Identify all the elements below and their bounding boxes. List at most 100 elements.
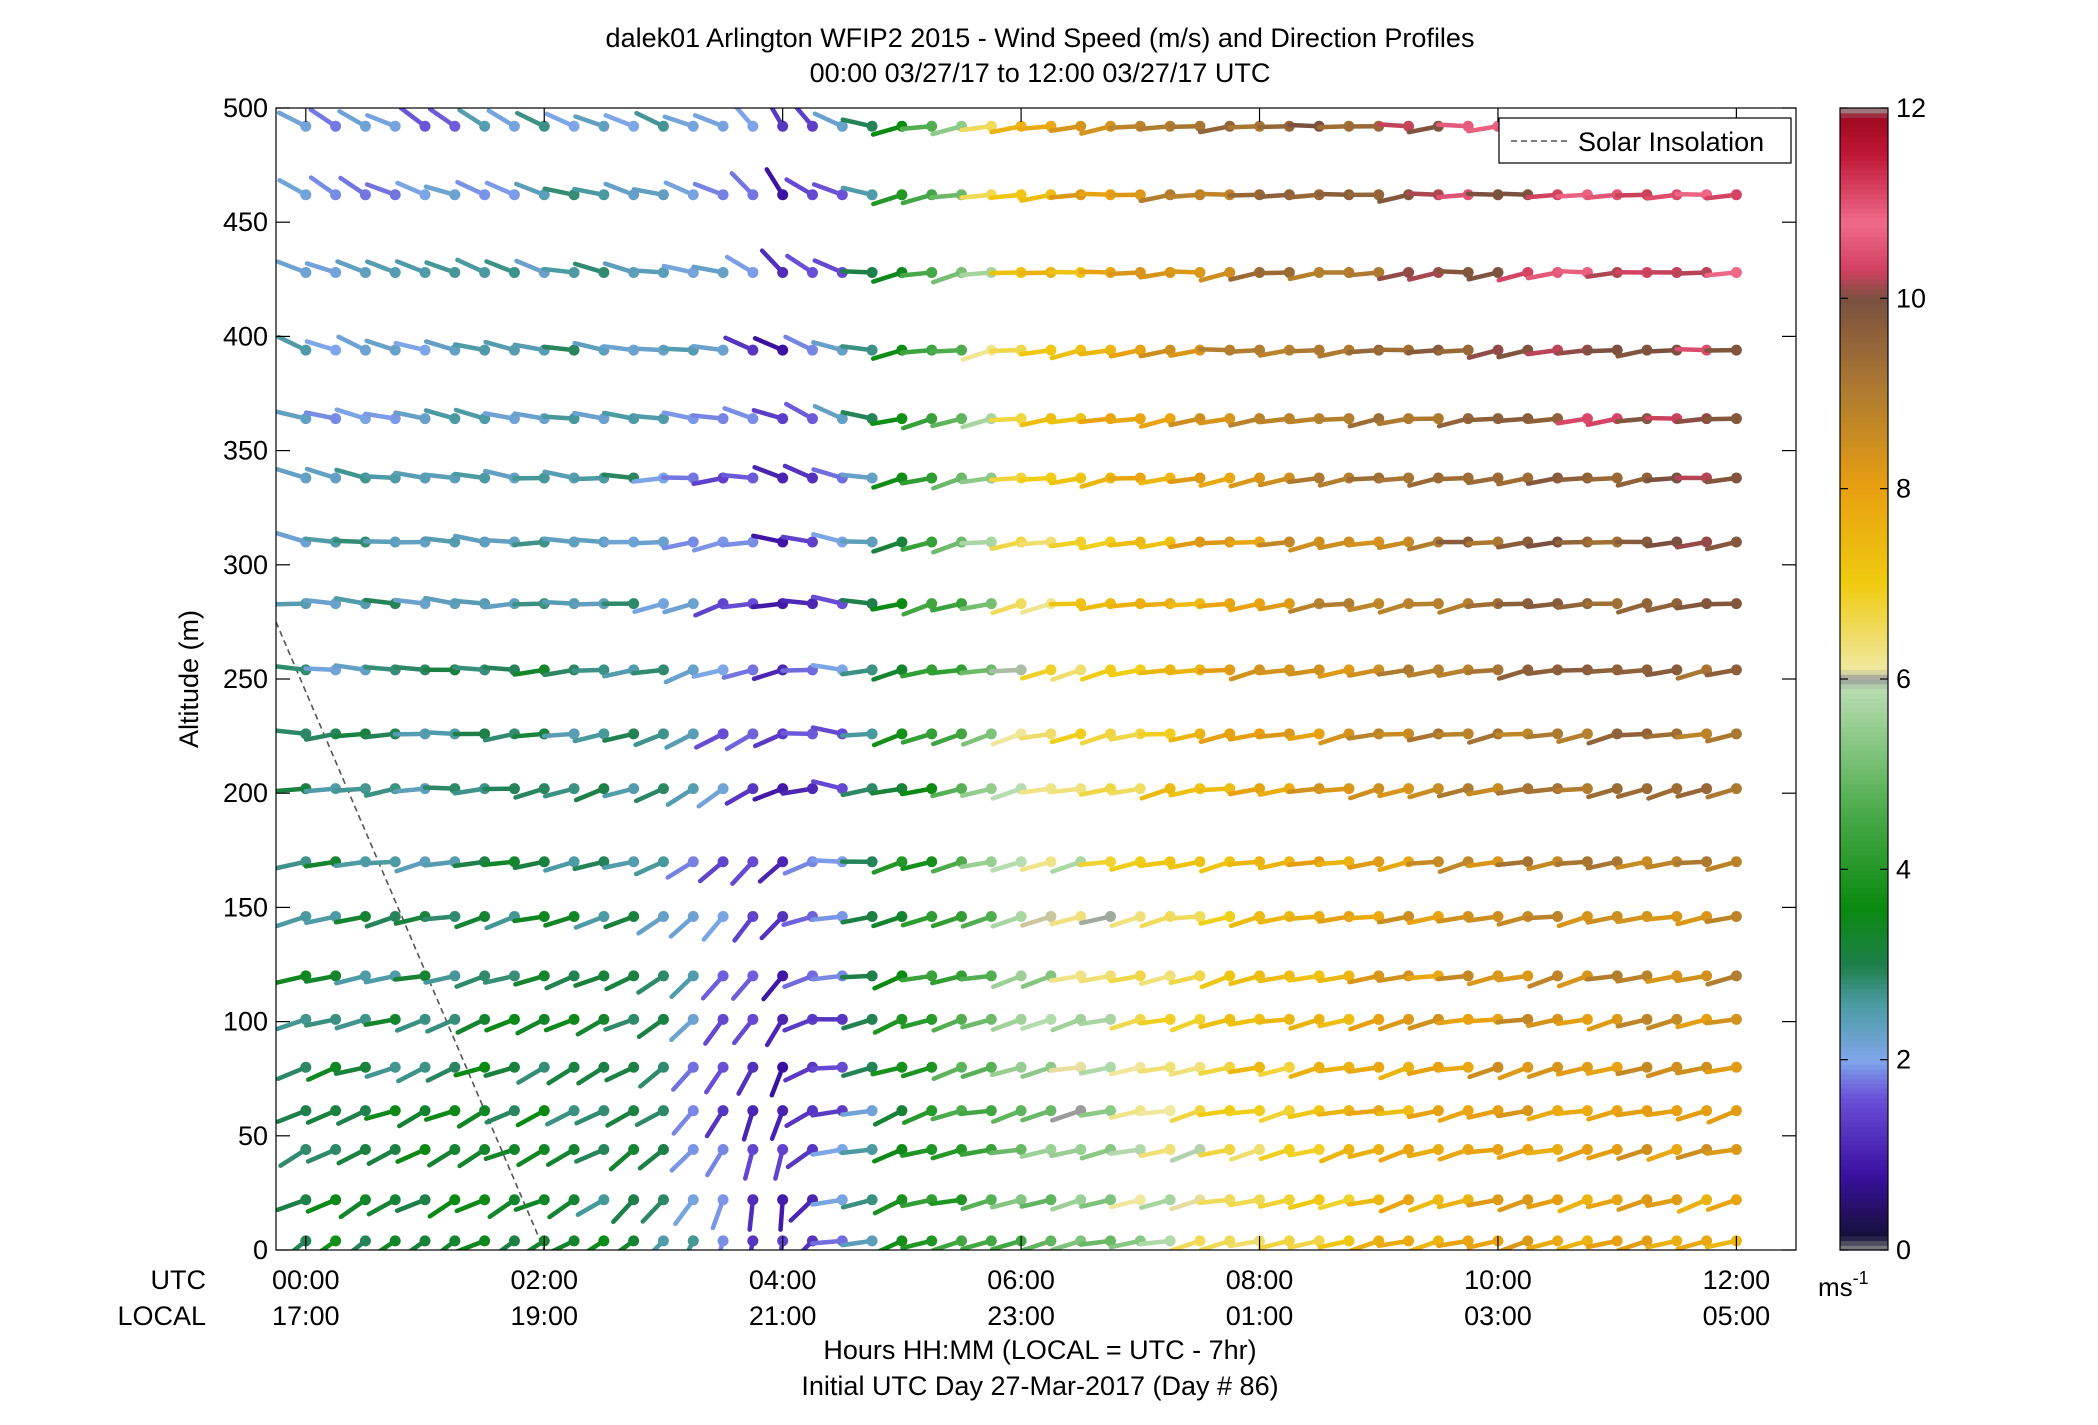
wind-barb-point bbox=[598, 970, 610, 982]
colorbar-tick-label: 0 bbox=[1896, 1235, 1911, 1265]
wind-barb-point bbox=[1254, 1144, 1266, 1156]
colorbar-band bbox=[1840, 1073, 1888, 1080]
wind-barb-point bbox=[1552, 1235, 1564, 1247]
wind-barb-point bbox=[926, 1105, 938, 1117]
wind-barb-point bbox=[926, 1013, 938, 1025]
wind-barb-point bbox=[538, 120, 550, 132]
wind-barb-point bbox=[1134, 911, 1146, 923]
wind-barb-point bbox=[777, 856, 789, 868]
colorbar-band bbox=[1840, 545, 1888, 552]
wind-barb-point bbox=[657, 1061, 669, 1073]
wind-barb-point bbox=[1313, 664, 1325, 676]
colorbar-band bbox=[1840, 1235, 1888, 1242]
wind-barb-point bbox=[1701, 856, 1713, 868]
wind-barb-point bbox=[568, 1235, 580, 1247]
colorbar-band bbox=[1840, 997, 1888, 1004]
colorbar-band bbox=[1840, 926, 1888, 932]
wind-barb-point bbox=[1671, 1105, 1683, 1117]
wind-barb-point bbox=[1581, 1144, 1593, 1156]
colorbar-band bbox=[1840, 993, 1888, 999]
colorbar-band bbox=[1840, 664, 1888, 671]
colorbar-band bbox=[1840, 231, 1888, 238]
wind-barb-point bbox=[1254, 472, 1266, 484]
wind-barb-point bbox=[1254, 911, 1266, 923]
wind-barb-point bbox=[836, 911, 848, 923]
wind-barb-point bbox=[1730, 664, 1742, 676]
colorbar-band bbox=[1840, 679, 1888, 685]
wind-barb-point bbox=[657, 728, 669, 740]
wind-barb-point bbox=[926, 970, 938, 982]
wind-barb-point bbox=[449, 344, 461, 356]
x-tick-label-local: 21:00 bbox=[749, 1301, 817, 1331]
wind-barb-point bbox=[1105, 1105, 1117, 1117]
wind-barb-point bbox=[628, 1061, 640, 1073]
wind-barb-point bbox=[330, 1235, 342, 1247]
x-axis-row-label-local: LOCAL bbox=[117, 1301, 206, 1331]
wind-barb-point bbox=[806, 266, 818, 278]
colorbar-band bbox=[1840, 688, 1888, 694]
wind-barb-point bbox=[1492, 911, 1504, 923]
legend: Solar Insolation bbox=[1498, 117, 1792, 164]
wind-barb-point bbox=[687, 120, 699, 132]
wind-barb-point bbox=[508, 1013, 520, 1025]
wind-barb-point bbox=[777, 970, 789, 982]
wind-barb-point bbox=[568, 728, 580, 740]
wind-barb-point bbox=[479, 189, 491, 201]
wind-barb-point bbox=[896, 1235, 908, 1247]
colorbar-band bbox=[1840, 150, 1888, 157]
wind-barb-point bbox=[449, 911, 461, 923]
wind-barb-point bbox=[806, 536, 818, 548]
colorbar-band bbox=[1840, 112, 1888, 119]
wind-barb-point bbox=[747, 970, 759, 982]
wind-barb-point bbox=[806, 598, 818, 610]
wind-barb-point bbox=[1581, 728, 1593, 740]
chart-subtitle: 00:00 03/27/17 to 12:00 03/27/17 UTC bbox=[810, 58, 1271, 88]
wind-barb-point bbox=[777, 120, 789, 132]
colorbar-band bbox=[1840, 184, 1888, 190]
colorbar-band bbox=[1840, 502, 1888, 509]
wind-barb-point bbox=[955, 911, 967, 923]
wind-barb-point bbox=[687, 1194, 699, 1206]
wind-barb-point bbox=[866, 1194, 878, 1206]
wind-barb-point bbox=[1403, 120, 1415, 132]
colorbar-band bbox=[1840, 888, 1888, 894]
colorbar-band bbox=[1840, 602, 1888, 609]
colorbar-band bbox=[1840, 612, 1888, 618]
colorbar-band bbox=[1840, 517, 1888, 523]
colorbar-band bbox=[1840, 717, 1888, 723]
colorbar-band bbox=[1840, 398, 1888, 404]
colorbar-band bbox=[1840, 108, 1888, 114]
colorbar-band bbox=[1840, 988, 1888, 994]
wind-barb-point bbox=[1641, 856, 1653, 868]
wind-barb-point bbox=[538, 1105, 550, 1117]
colorbar-band bbox=[1840, 1164, 1888, 1170]
wind-barb-point bbox=[568, 189, 580, 201]
colorbar-band bbox=[1840, 574, 1888, 580]
colorbar-band bbox=[1840, 169, 1888, 176]
colorbar-band bbox=[1840, 1154, 1888, 1161]
wind-barb-point bbox=[1403, 266, 1415, 278]
wind-barb-point bbox=[1611, 1235, 1623, 1247]
wind-barb-point bbox=[777, 1144, 789, 1156]
wind-barb-point bbox=[1701, 1235, 1713, 1247]
colorbar-band bbox=[1840, 412, 1888, 418]
wind-barb-point bbox=[1194, 120, 1206, 132]
wind-barb-point bbox=[1611, 1061, 1623, 1073]
wind-barb-point bbox=[657, 1144, 669, 1156]
wind-barb-point bbox=[330, 413, 342, 425]
colorbar-band bbox=[1840, 731, 1888, 737]
wind-barb-point bbox=[985, 783, 997, 795]
wind-barb-point bbox=[836, 189, 848, 201]
wind-barb-point bbox=[389, 1235, 401, 1247]
wind-barb-point bbox=[687, 1144, 699, 1156]
wind-barb-point bbox=[628, 783, 640, 795]
wind-barb-point bbox=[1730, 1144, 1742, 1156]
wind-barb-point bbox=[598, 664, 610, 676]
wind-barb-point bbox=[896, 598, 908, 610]
wind-barb-point bbox=[449, 970, 461, 982]
colorbar-band bbox=[1840, 403, 1888, 409]
wind-barb-point bbox=[1492, 1061, 1504, 1073]
wind-barb-point bbox=[985, 970, 997, 982]
wind-barb-point bbox=[1343, 1235, 1355, 1247]
wind-barb-point bbox=[479, 970, 491, 982]
